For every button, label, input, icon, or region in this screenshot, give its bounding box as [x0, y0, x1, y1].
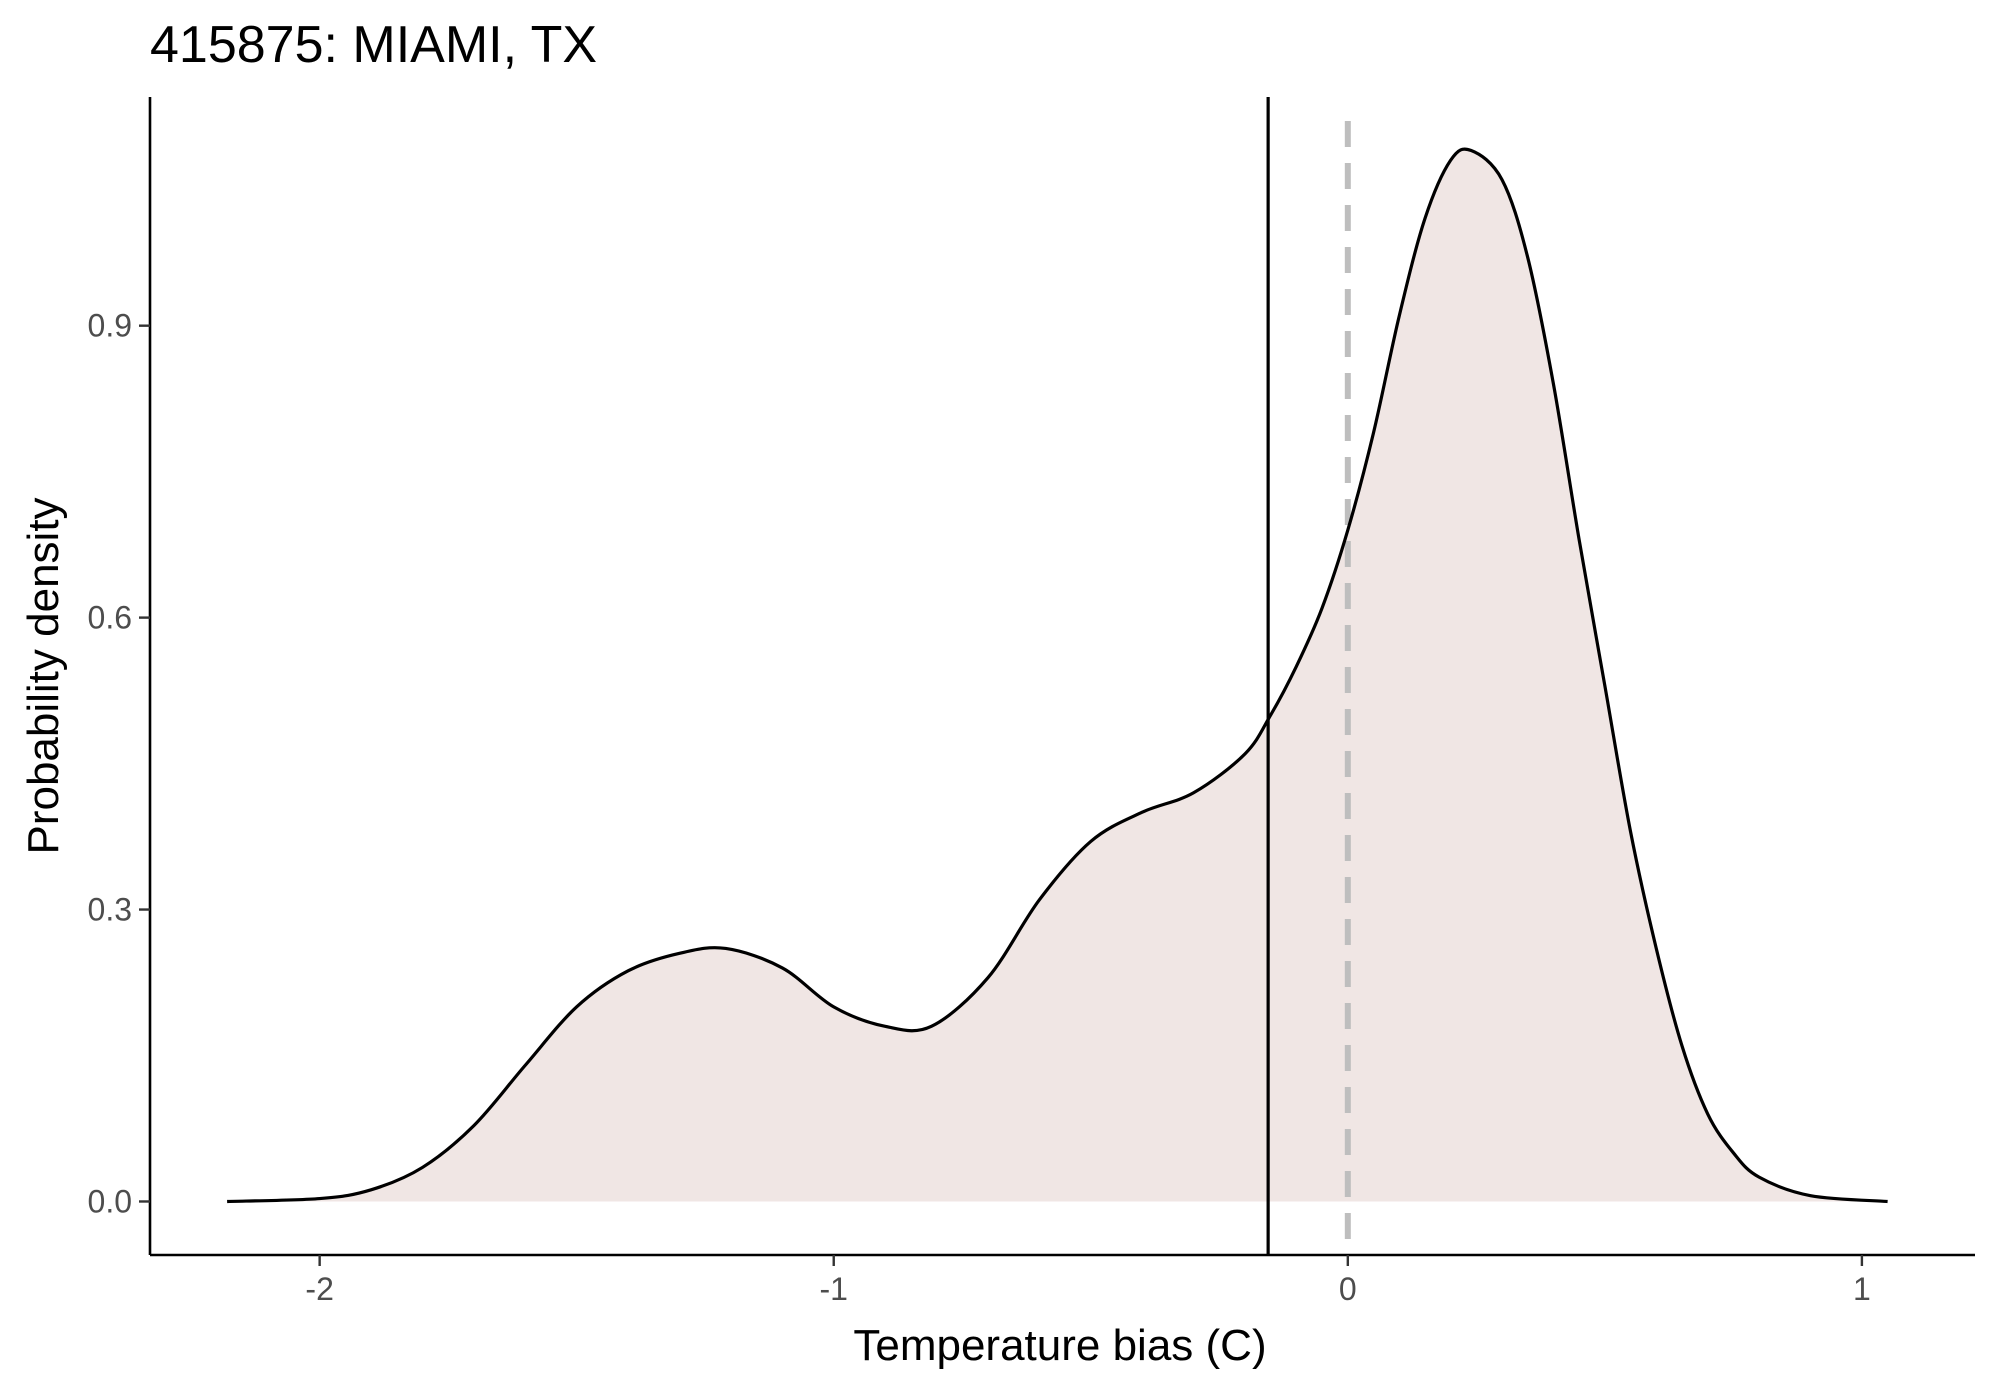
y-axis-title: Probability density	[19, 497, 68, 854]
y-tick-label: 0.0	[88, 1183, 132, 1219]
x-tick-label: 0	[1339, 1271, 1357, 1307]
plot-area	[227, 97, 1888, 1255]
x-tick-label: 1	[1853, 1271, 1871, 1307]
y-tick-label: 0.3	[88, 892, 132, 928]
y-tick-label: 0.9	[88, 308, 132, 344]
x-axis-ticks: -2 -1 0 1	[305, 1255, 1871, 1307]
x-axis-title: Temperature bias (C)	[853, 1321, 1266, 1370]
x-tick-label: -2	[305, 1271, 333, 1307]
y-tick-label: 0.6	[88, 600, 132, 636]
y-axis-ticks: 0.0 0.3 0.6 0.9	[88, 308, 150, 1219]
chart-title: 415875: MIAMI, TX	[150, 16, 597, 74]
density-curve	[227, 147, 1888, 1204]
x-tick-label: -1	[820, 1271, 848, 1307]
density-area-fill	[227, 149, 1888, 1202]
